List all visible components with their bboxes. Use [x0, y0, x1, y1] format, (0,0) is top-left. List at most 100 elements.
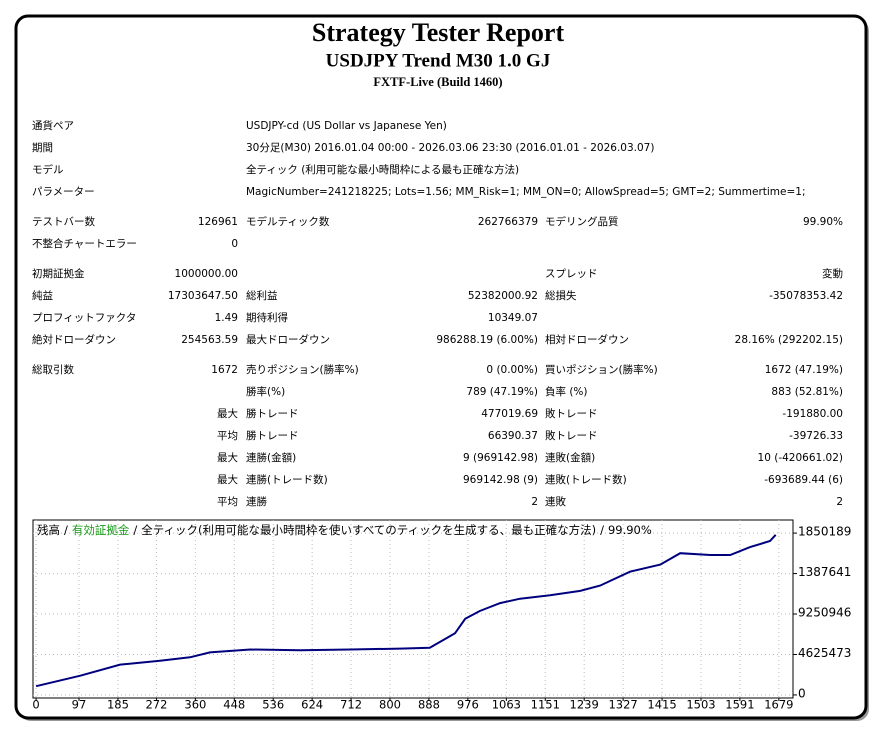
- table-cell: 買いポジション(勝率%): [545, 363, 658, 376]
- table-cell: 最大: [217, 473, 238, 486]
- table-cell: 最大: [217, 451, 238, 464]
- table-cell: 883 (52.81%): [771, 386, 843, 398]
- table-cell: 52382000.92: [468, 290, 538, 302]
- x-tick-label: 1415: [647, 698, 676, 712]
- x-tick-label: 448: [223, 698, 245, 712]
- table-cell: 連勝(金額): [246, 451, 296, 464]
- table-cell: MagicNumber=241218225; Lots=1.56; MM_Ris…: [246, 186, 806, 198]
- table-cell: 1.49: [215, 312, 238, 324]
- table-cell: モデリング品質: [545, 215, 619, 228]
- table-cell: 28.16% (292202.15): [735, 334, 843, 346]
- table-cell: 969142.98 (9): [463, 474, 538, 486]
- x-tick-label: 712: [340, 698, 362, 712]
- table-cell: USDJPY-cd (US Dollar vs Japanese Yen): [246, 120, 447, 132]
- table-cell: 売りポジション(勝率%): [246, 363, 359, 376]
- table-cell: 1000000.00: [175, 268, 238, 280]
- table-cell: パラメーター: [32, 186, 95, 198]
- table-cell: 負率 (%): [545, 385, 588, 398]
- table-cell: -191880.00: [782, 408, 843, 420]
- table-cell: 期待利得: [246, 311, 288, 324]
- legend-entry: 99.90%: [608, 523, 652, 537]
- table-cell: 連勝: [246, 495, 267, 508]
- x-tick-label: 1239: [570, 698, 599, 712]
- legend-separator: /: [600, 523, 604, 537]
- x-tick-label: 360: [184, 698, 206, 712]
- table-cell: 勝率(%): [246, 385, 285, 398]
- table-cell: 勝トレード: [246, 407, 299, 420]
- y-tick-label: 1850189: [798, 525, 851, 539]
- table-cell: 17303647.50: [168, 290, 238, 302]
- x-tick-label: 1151: [531, 698, 560, 712]
- x-tick-label: 0: [32, 698, 39, 712]
- table-cell: 2: [531, 496, 538, 508]
- y-tick-label: 1387641: [798, 565, 851, 579]
- table-cell: -39726.33: [789, 430, 843, 442]
- x-tick-label: 888: [418, 698, 440, 712]
- table-cell: 0 (0.00%): [486, 364, 538, 376]
- x-tick-label: 97: [72, 698, 87, 712]
- x-tick-label: 1063: [492, 698, 521, 712]
- table-cell: 全ティック (利用可能な最小時間枠による最も正確な方法): [246, 163, 519, 176]
- table-cell: 平均: [217, 496, 238, 508]
- table-cell: 1672 (47.19%): [765, 364, 843, 376]
- table-cell: 連敗(トレード数): [545, 473, 627, 486]
- x-tick-label: 976: [457, 698, 479, 712]
- table-cell: 9 (969142.98): [463, 452, 538, 464]
- table-cell: 789 (47.19%): [466, 386, 538, 398]
- table-cell: 262766379: [478, 216, 538, 228]
- table-cell: 30分足(M30) 2016.01.04 00:00 - 2026.03.06 …: [246, 142, 654, 154]
- legend-entry: 全ティック(利用可能な最小時間枠を使いすべてのティックを生成する、最も正確な方法…: [141, 523, 596, 537]
- table-cell: 敗トレード: [545, 407, 598, 420]
- table-cell: 敗トレード: [545, 429, 598, 442]
- report-title: Strategy Tester Report: [312, 18, 565, 47]
- x-tick-label: 1679: [764, 698, 793, 712]
- chart-legend: 残高 / 有効証拠金 / 全ティック(利用可能な最小時間枠を使いすべてのティックを生成す…: [37, 523, 652, 537]
- server-name: FXTF-Live (Build 1460): [373, 75, 502, 89]
- table-cell: 絶対ドローダウン: [32, 333, 116, 346]
- legend-entry: 残高: [37, 523, 60, 537]
- table-cell: -693689.44 (6): [764, 474, 843, 486]
- table-cell: 最大: [217, 407, 238, 420]
- x-tick-label: 1591: [725, 698, 754, 712]
- table-cell: 連敗(金額): [545, 451, 595, 464]
- legend-separator: /: [133, 523, 137, 537]
- x-tick-label: 272: [145, 698, 167, 712]
- x-tick-label: 536: [262, 698, 284, 712]
- x-tick-label: 1503: [686, 698, 715, 712]
- x-tick-label: 185: [107, 698, 129, 712]
- table-cell: 通貨ペア: [32, 119, 74, 132]
- y-tick-label: 4625473: [798, 646, 851, 660]
- x-tick-label: 1327: [608, 698, 637, 712]
- table-cell: モデル: [32, 163, 64, 176]
- table-cell: 126961: [198, 216, 238, 228]
- table-cell: テストバー数: [32, 215, 95, 228]
- table-cell: -35078353.42: [769, 290, 843, 302]
- x-tick-label: 624: [301, 698, 323, 712]
- table-cell: 連勝(トレード数): [246, 473, 328, 486]
- table-cell: 986288.19 (6.00%): [436, 334, 538, 346]
- table-cell: 2: [836, 496, 843, 508]
- table-cell: スプレッド: [545, 268, 598, 280]
- table-cell: 変動: [822, 267, 843, 280]
- legend-entry: 有効証拠金: [72, 523, 130, 537]
- report-subtitle: USDJPY Trend M30 1.0 GJ: [326, 50, 551, 71]
- table-cell: 相対ドローダウン: [545, 333, 629, 346]
- balance-line: [35, 534, 777, 688]
- table-cell: プロフィットファクタ: [32, 312, 136, 324]
- table-cell: 10 (-420661.02): [758, 452, 843, 464]
- table-cell: 連敗: [545, 495, 566, 508]
- table-cell: 477019.69: [481, 408, 538, 420]
- legend-separator: /: [64, 523, 68, 537]
- table-cell: 期間: [32, 142, 53, 154]
- y-tick-label: 0: [798, 686, 806, 700]
- x-tick-label: 800: [379, 698, 401, 712]
- table-cell: 勝トレード: [246, 429, 299, 442]
- table-cell: 99.90%: [803, 216, 843, 228]
- table-cell: 平均: [217, 430, 238, 442]
- table-cell: 1672: [211, 364, 238, 376]
- table-cell: 254563.59: [181, 334, 238, 346]
- table-cell: 66390.37: [488, 430, 538, 442]
- table-cell: 総損失: [545, 289, 577, 302]
